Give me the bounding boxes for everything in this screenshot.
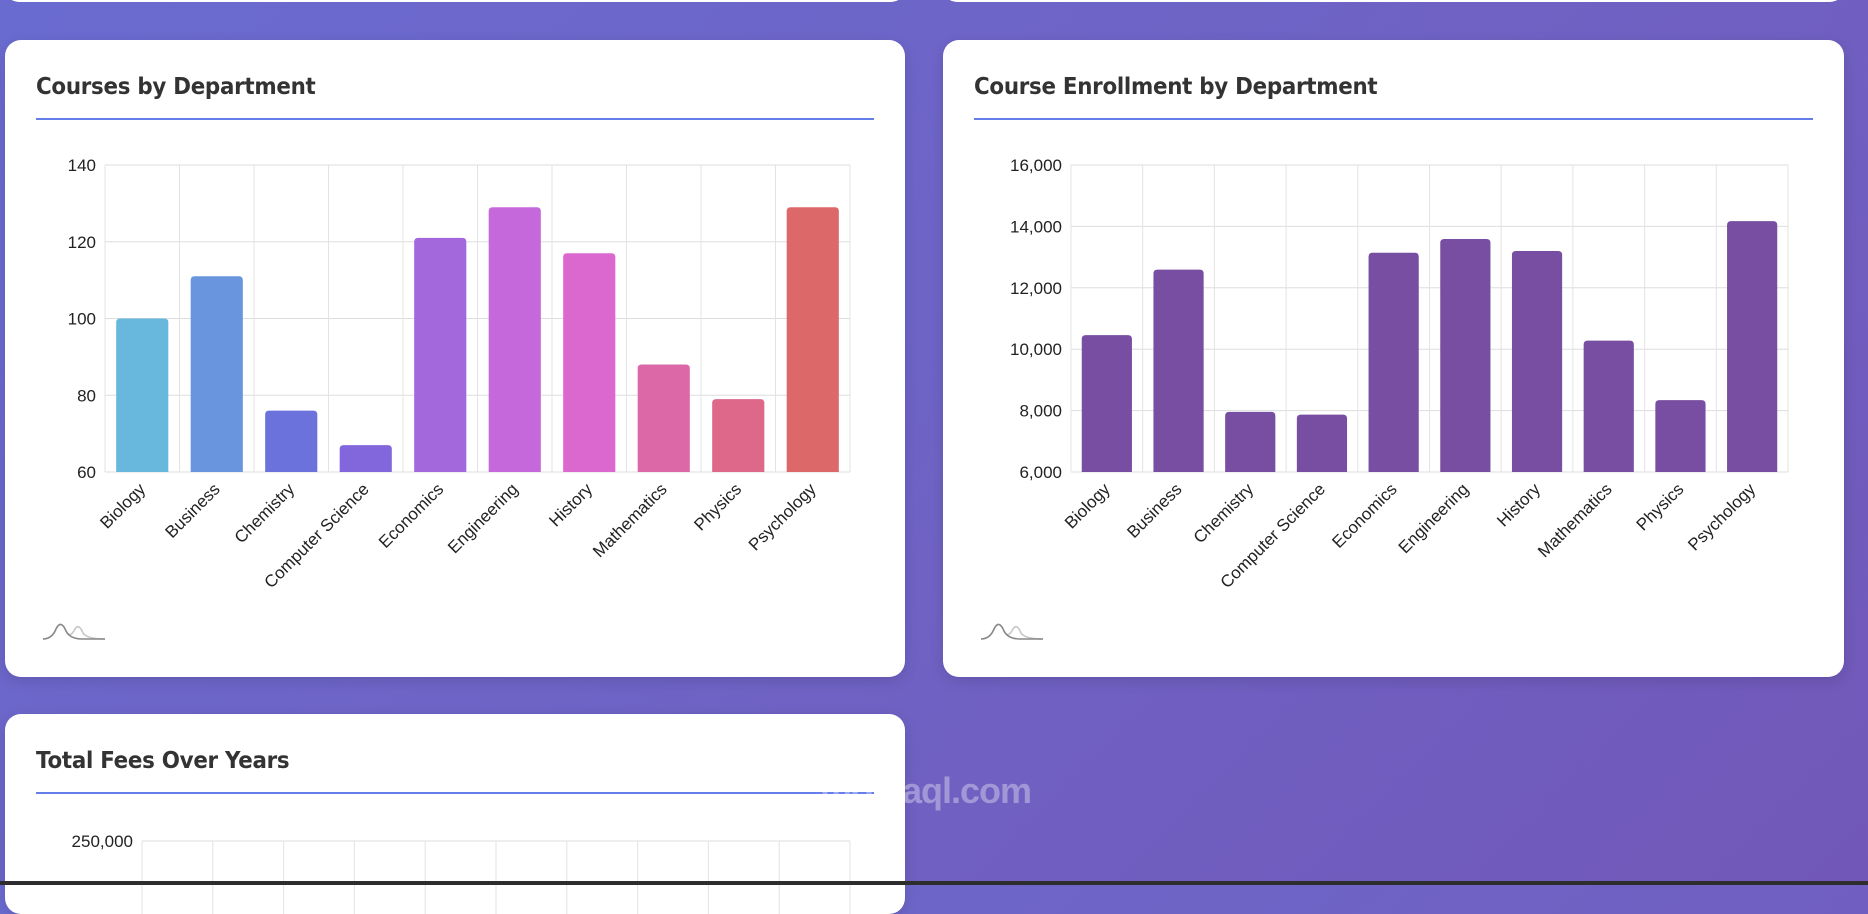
bar-business	[190, 276, 243, 472]
x-tick-label: Physics	[1633, 480, 1688, 535]
y-tick-label: 14,000	[1010, 217, 1062, 236]
y-tick-label: 60	[77, 463, 96, 482]
bar-chemistry	[265, 410, 318, 472]
bar-mathematics	[1583, 340, 1634, 472]
taskbar-edge	[0, 881, 1868, 885]
chart-title: Courses by Department	[36, 74, 316, 100]
bar-engineering	[1440, 238, 1491, 472]
chart-title: Course Enrollment by Department	[974, 74, 1378, 100]
bell-curve-icon	[42, 623, 106, 640]
bar-computer-science	[339, 445, 392, 472]
bar-engineering	[488, 207, 541, 472]
x-tick-label: Mathematics	[1534, 480, 1616, 562]
x-tick-label: Chemistry	[231, 479, 299, 547]
y-tick-label: 8,000	[1019, 402, 1062, 421]
y-tick-label: 10,000	[1010, 340, 1062, 359]
bar-business	[1153, 269, 1204, 472]
chart-title: Total Fees Over Years	[36, 748, 290, 774]
bar-history	[1511, 250, 1563, 472]
x-tick-label: Economics	[375, 480, 447, 552]
x-tick-label: Business	[1123, 480, 1185, 542]
watermark-logo: mostaql.com	[820, 770, 1032, 811]
x-tick-label: Biology	[1061, 479, 1114, 532]
x-tick-label: Chemistry	[1190, 479, 1258, 547]
x-tick-label: Psychology	[745, 479, 820, 554]
bar-biology	[116, 318, 169, 472]
card-above-left	[5, 0, 905, 2]
bar-biology	[1081, 335, 1132, 472]
card-above-right	[943, 0, 1844, 2]
y-tick-label: 80	[77, 386, 96, 405]
x-tick-label: History	[545, 479, 596, 530]
y-tick-label: 6,000	[1019, 463, 1062, 482]
bar-mathematics	[637, 364, 690, 472]
bar-chemistry	[1225, 411, 1276, 472]
y-tick-label: 120	[68, 233, 96, 252]
title-underline	[36, 792, 874, 794]
x-tick-label: Psychology	[1684, 479, 1759, 554]
bell-curve-icon	[980, 623, 1044, 640]
bar-economics	[1368, 252, 1419, 472]
x-tick-label: Engineering	[444, 480, 522, 558]
bar-history	[563, 253, 616, 472]
x-tick-label: Physics	[690, 480, 745, 535]
bar-physics	[1655, 400, 1706, 472]
y-tick-label: 16,000	[1010, 156, 1062, 175]
bar-psychology	[786, 207, 839, 472]
x-tick-label: Business	[162, 480, 224, 542]
bar-economics	[414, 237, 467, 472]
courses-by-department-card: Courses by Department 60 80 100 120 140 Biolo…	[5, 40, 905, 677]
x-tick-label: Mathematics	[589, 480, 671, 562]
bar-computer-science	[1296, 414, 1348, 472]
x-tick-label: Engineering	[1395, 480, 1473, 558]
y-tick-label: 250,000	[72, 832, 133, 851]
course-enrollment-chart: 6,000 8,000 10,000 12,000 14,000 16,000 Biolog…	[1010, 156, 1789, 592]
y-tick-label: 100	[68, 310, 96, 329]
x-tick-label: Economics	[1328, 480, 1400, 552]
bar-physics	[712, 399, 765, 472]
course-enrollment-card: Course Enrollment by Department 6,000 8,0…	[943, 40, 1844, 677]
total-fees-chart: 250,000	[72, 832, 851, 914]
x-tick-label: Biology	[96, 479, 149, 532]
total-fees-card: Total Fees Over Years 250,000	[5, 714, 905, 914]
title-underline	[36, 118, 874, 120]
title-underline	[974, 118, 1813, 120]
y-tick-label: 140	[68, 156, 96, 175]
x-tick-label: History	[1493, 479, 1544, 530]
bar-psychology	[1727, 221, 1778, 472]
y-tick-label: 12,000	[1010, 279, 1062, 298]
